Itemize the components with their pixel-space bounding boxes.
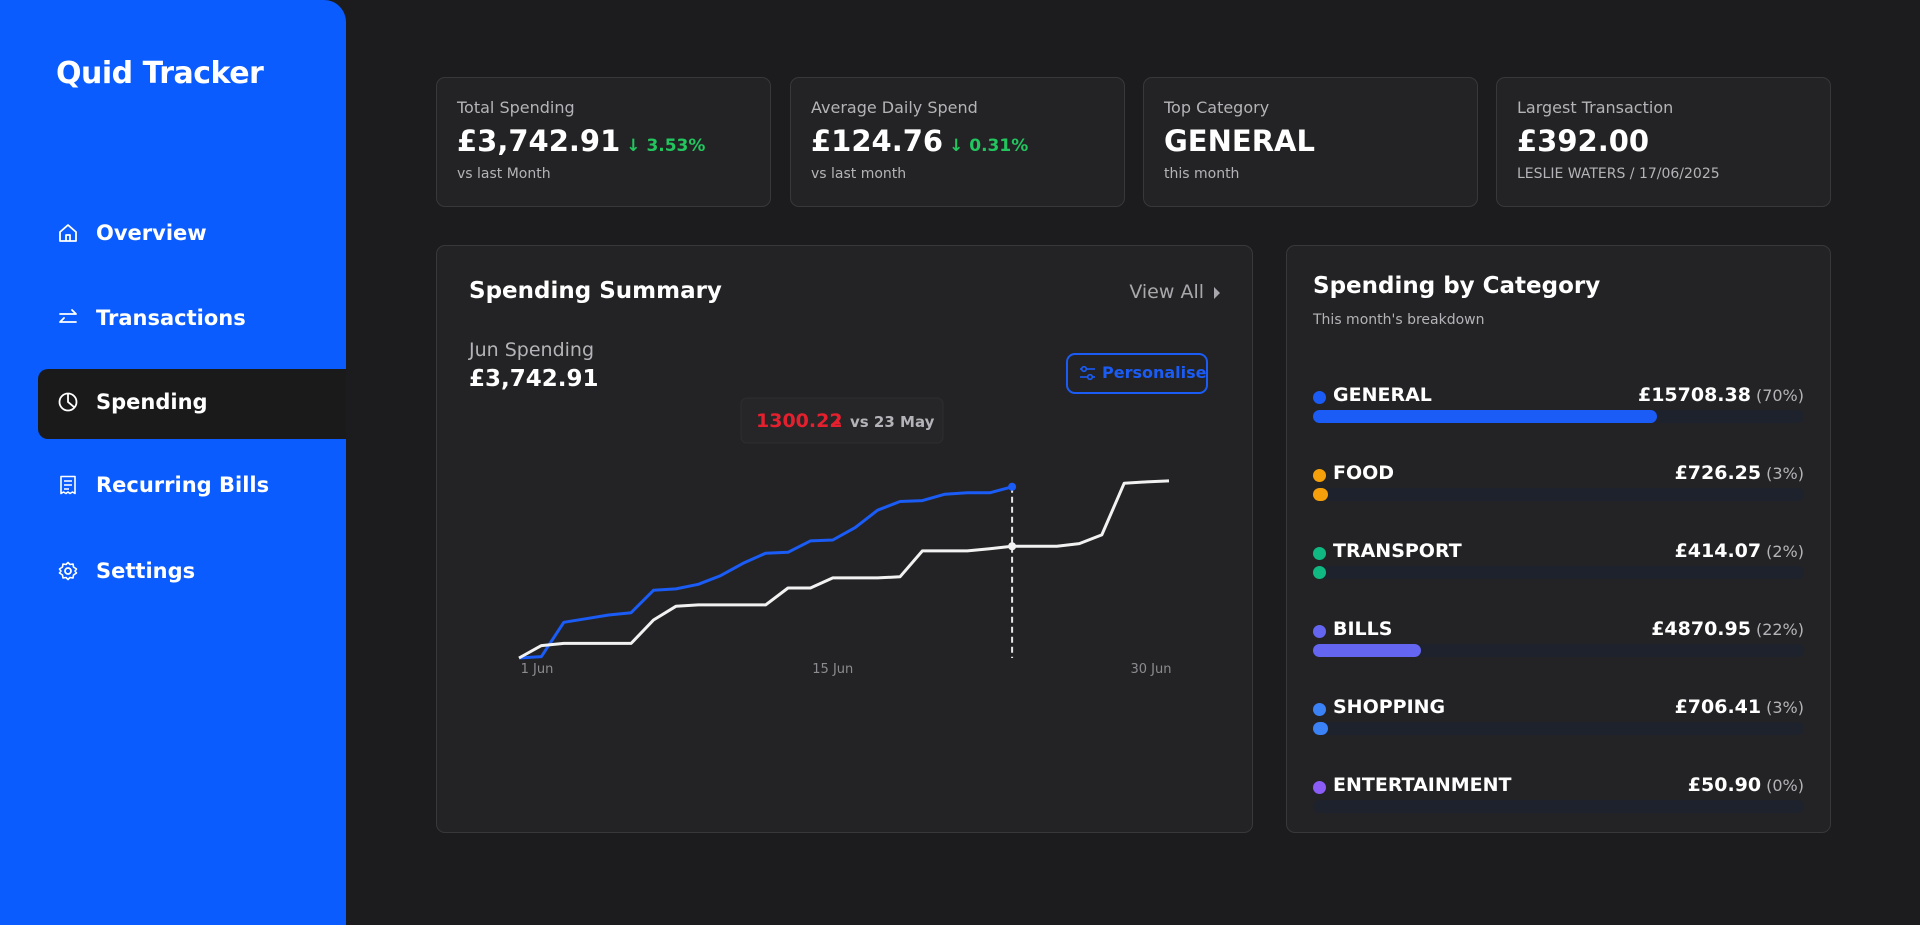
nav-icon xyxy=(58,561,78,581)
stat-sub: vs last month xyxy=(811,166,907,182)
stat-change: ↓ 0.31% xyxy=(949,136,1029,156)
category-dot xyxy=(1313,469,1326,482)
nav-label: Overview xyxy=(96,221,207,245)
category-amount: £50.90 (0%) xyxy=(1688,774,1804,796)
panel-title: Spending by Category xyxy=(1313,273,1601,299)
category-dot xyxy=(1313,547,1326,560)
stat-sub: this month xyxy=(1164,166,1240,182)
bar xyxy=(1313,488,1328,501)
category-amount: £15708.38 (70%) xyxy=(1638,384,1804,406)
view-all[interactable]: View All xyxy=(1129,281,1204,303)
stat-card: Total Spending £3,742.91 ↓ 3.53% vs last Mo… xyxy=(436,77,771,207)
stat-value-text: £124.76 xyxy=(811,124,944,158)
nav-icon xyxy=(59,309,77,323)
stat-card: Top Category GENERAL this month xyxy=(1143,77,1478,207)
stat-sub: vs last Month xyxy=(457,166,551,182)
category-name: BILLS xyxy=(1333,618,1393,640)
percent: (0%) xyxy=(1766,776,1804,795)
category-dot xyxy=(1313,781,1326,794)
percent: (2%) xyxy=(1766,542,1804,561)
percent: (70%) xyxy=(1755,386,1804,405)
percent: (3%) xyxy=(1766,464,1804,483)
brand: Quid Tracker xyxy=(56,56,264,91)
chart-subtitle: Jun Spending xyxy=(469,339,595,361)
spending-by-category: Spending by Category This month's breakd… xyxy=(1286,245,1831,833)
stat-card: Average Daily Spend £124.76 ↓ 0.31% vs last… xyxy=(790,77,1125,207)
amount: £4870.95 xyxy=(1651,618,1751,640)
panel-title: Spending Summary xyxy=(469,278,722,304)
bar xyxy=(1313,722,1328,735)
stat-value: £3,742.91 ↓ 3.53% xyxy=(457,124,705,158)
category-amount: £414.07 (2%) xyxy=(1675,540,1804,562)
panel-subtitle: This month's breakdown xyxy=(1313,312,1485,328)
nav-item[interactable]: Spending xyxy=(38,369,346,439)
nav-label: Transactions xyxy=(96,306,246,330)
stat-sub: LESLIE WATERS / 17/06/2025 xyxy=(1517,166,1720,182)
personalise-button[interactable]: Personalise xyxy=(1066,353,1208,394)
percent: (22%) xyxy=(1755,620,1804,639)
stat-value-text: GENERAL xyxy=(1164,124,1315,158)
nav-label: Spending xyxy=(96,390,208,414)
category-amount: £706.41 (3%) xyxy=(1675,696,1804,718)
amount: £706.41 xyxy=(1674,696,1762,718)
category-dot xyxy=(1313,391,1326,404)
bar xyxy=(1313,566,1326,579)
stat-value-text: £3,742.91 xyxy=(457,124,621,158)
stat-value-text: £392.00 xyxy=(1517,124,1650,158)
stat-value: £392.00 xyxy=(1517,124,1649,158)
nav-item[interactable]: Overview xyxy=(38,200,346,270)
category-name: TRANSPORT xyxy=(1333,540,1462,562)
category-dot xyxy=(1313,625,1326,638)
sliders-icon xyxy=(1080,365,1095,381)
sidebar: Quid Tracker Overview Transactions Spendin… xyxy=(0,0,346,925)
bar-track xyxy=(1313,722,1804,735)
stat-value: £124.76 ↓ 0.31% xyxy=(811,124,1028,158)
stat-change: ↓ 3.53% xyxy=(626,136,706,156)
stat-label: Total Spending xyxy=(457,98,575,117)
amount: £726.25 xyxy=(1674,462,1762,484)
nav-item[interactable]: Recurring Bills xyxy=(38,452,346,522)
amount: £414.07 xyxy=(1674,540,1762,562)
nav-icon xyxy=(60,475,76,495)
stat-label: Top Category xyxy=(1164,98,1270,117)
category-dot xyxy=(1313,703,1326,716)
chart-total: £3,742.91 xyxy=(469,366,599,392)
nav-item[interactable]: Settings xyxy=(38,538,346,608)
category-name: ENTERTAINMENT xyxy=(1333,774,1512,796)
bar-track xyxy=(1313,800,1804,813)
category-amount: £4870.95 (22%) xyxy=(1651,618,1804,640)
stat-label: Average Daily Spend xyxy=(811,98,978,117)
nav-label: Recurring Bills xyxy=(96,473,270,497)
amount: £50.90 xyxy=(1687,774,1762,796)
category-name: FOOD xyxy=(1333,462,1395,484)
category-name: GENERAL xyxy=(1333,384,1432,406)
amount: £15708.38 xyxy=(1637,384,1751,406)
category-name: SHOPPING xyxy=(1333,696,1446,718)
bar xyxy=(1313,644,1422,657)
percent: (3%) xyxy=(1766,698,1804,717)
stat-card: Largest Transaction £392.00 LESLIE WATERS … xyxy=(1496,77,1831,207)
stat-label: Largest Transaction xyxy=(1517,98,1674,117)
category-amount: £726.25 (3%) xyxy=(1675,462,1804,484)
stat-value: GENERAL xyxy=(1164,124,1315,158)
chevron-icon xyxy=(1214,287,1220,299)
button-label: Personalise xyxy=(1102,363,1207,382)
nav-label: Settings xyxy=(96,559,196,583)
nav-icon xyxy=(59,224,77,242)
bar-track xyxy=(1313,566,1804,579)
bar xyxy=(1313,410,1657,423)
nav-item[interactable]: Transactions xyxy=(38,285,346,355)
bar-track xyxy=(1313,644,1804,657)
bar-track xyxy=(1313,488,1804,501)
nav-icon xyxy=(58,392,78,412)
spending-summary: Spending Summary View All Jun Spending £… xyxy=(436,245,1253,833)
